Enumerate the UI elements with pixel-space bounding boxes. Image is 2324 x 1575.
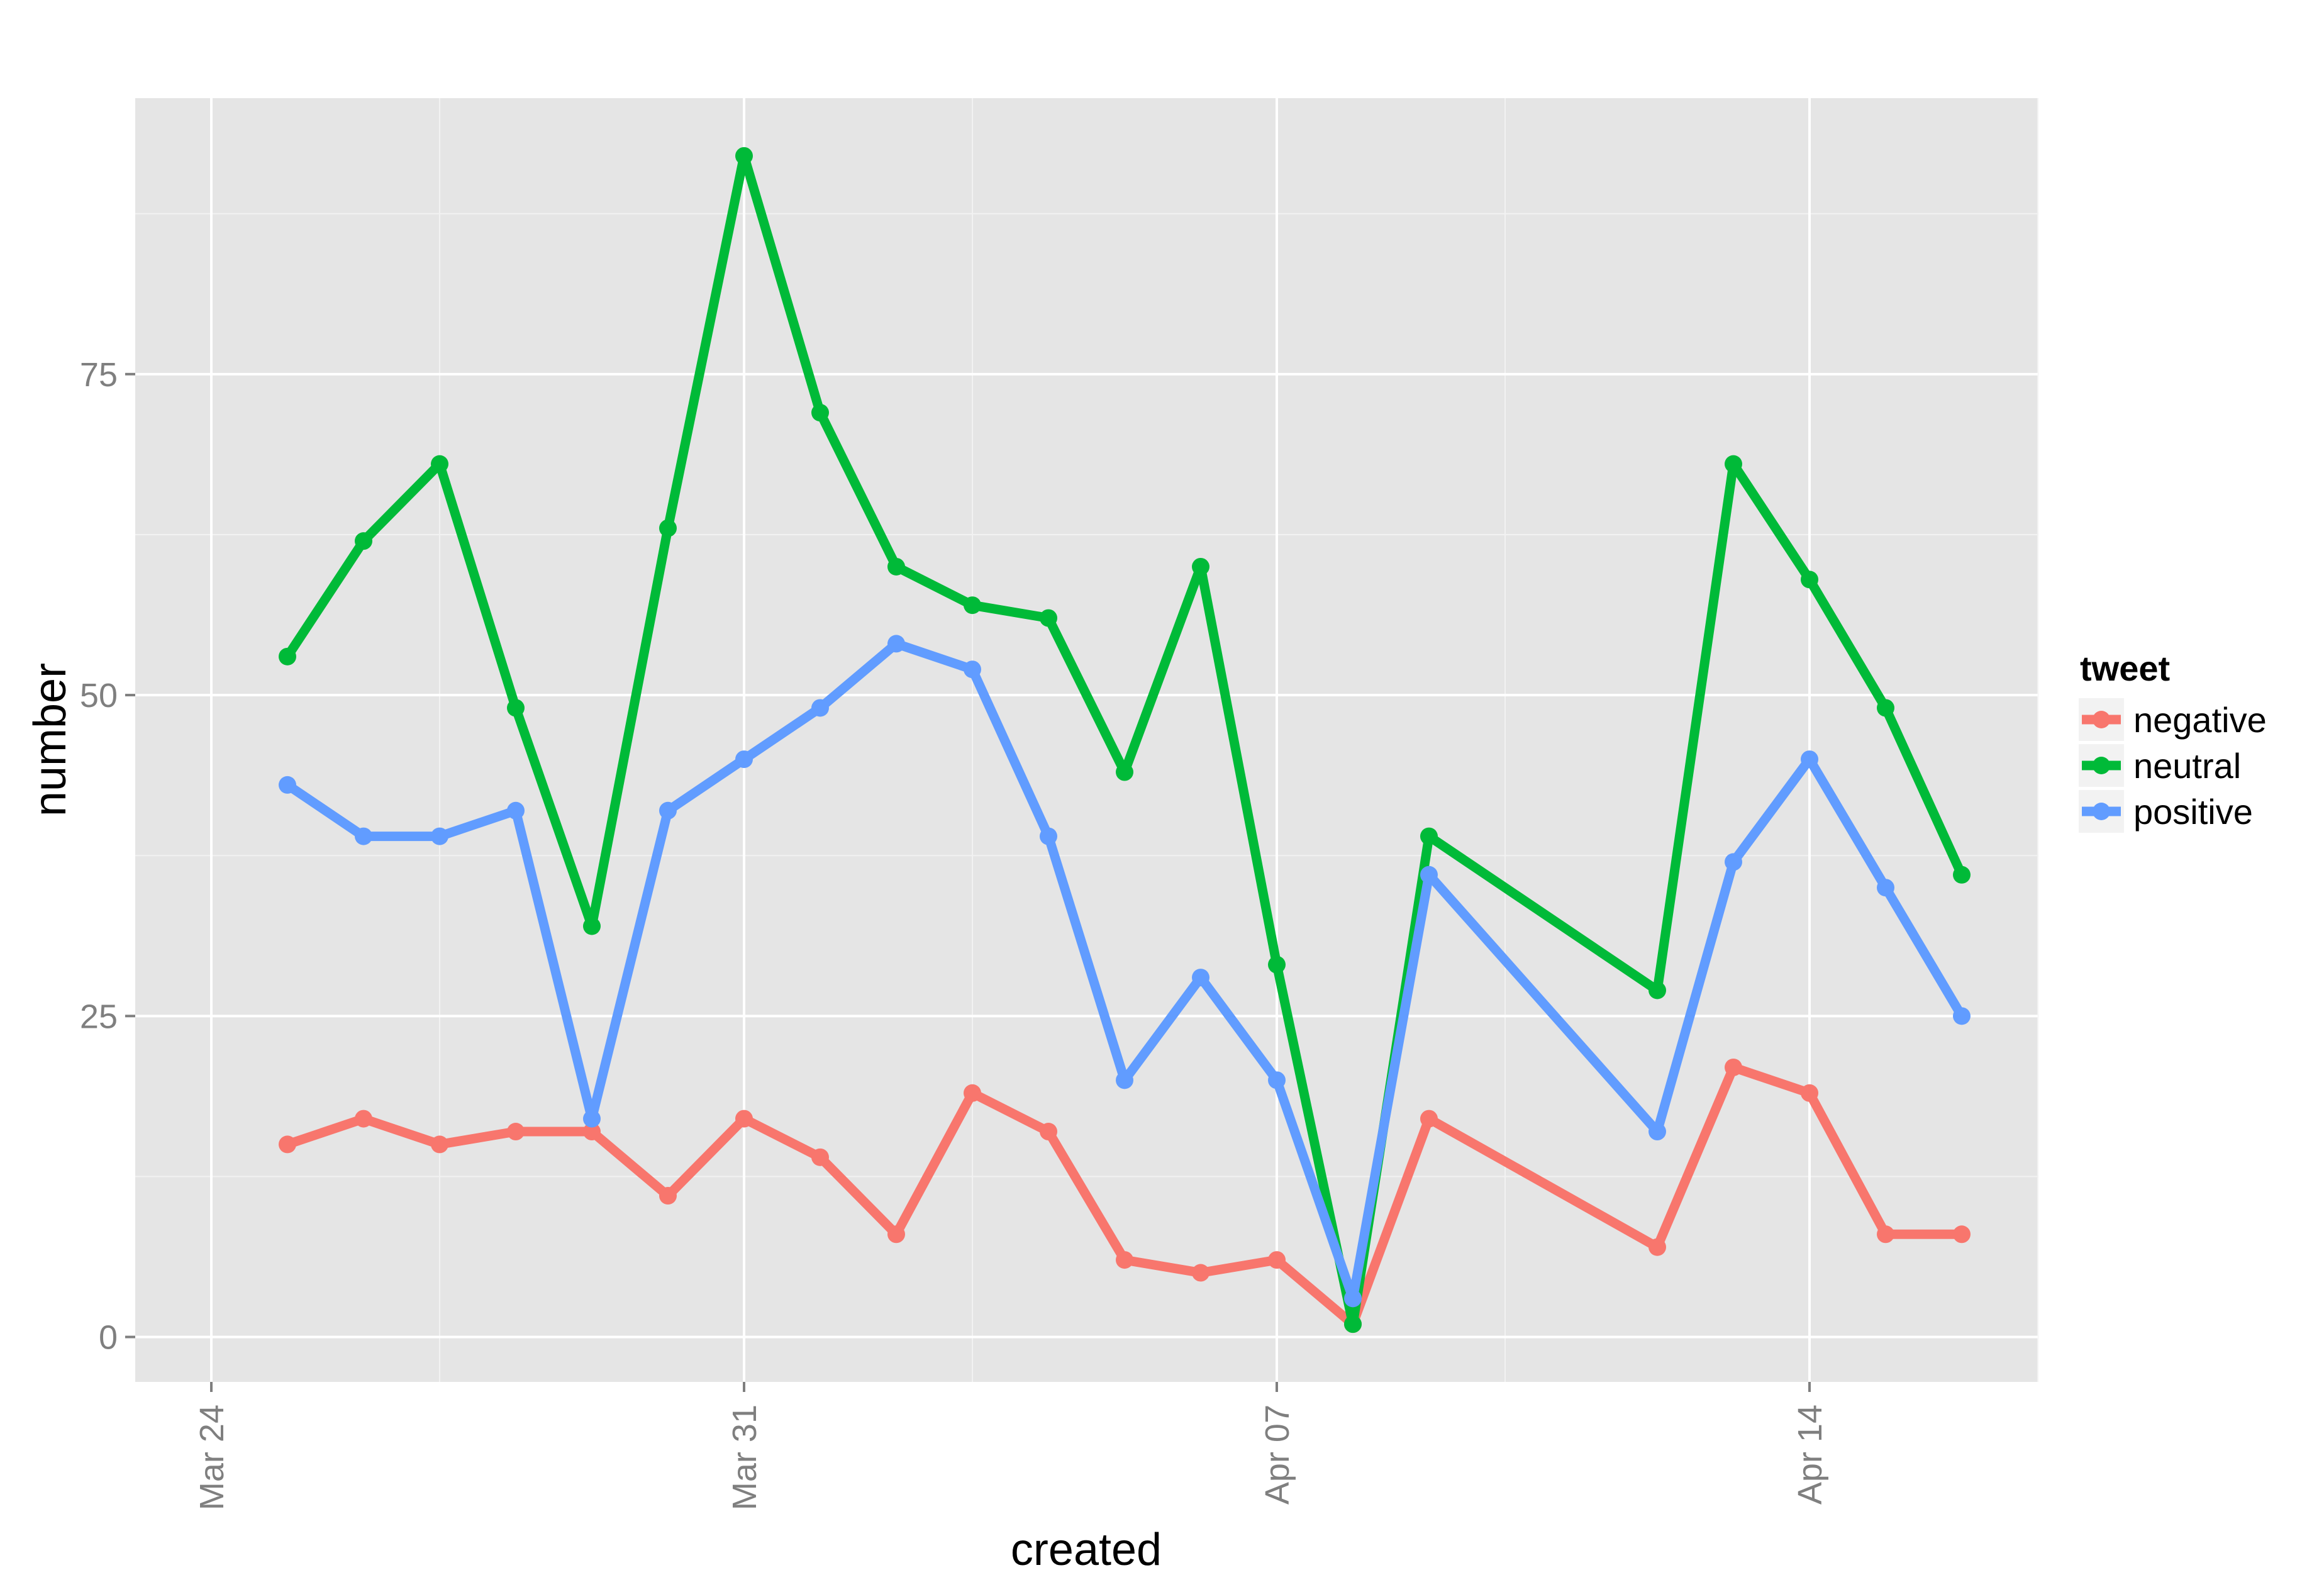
- data-point-neutral: [964, 596, 981, 615]
- data-point-neutral: [811, 404, 829, 422]
- legend-title: tweet: [2080, 648, 2170, 688]
- legend-label-positive: positive: [2133, 792, 2253, 832]
- data-point-neutral: [735, 147, 753, 165]
- legend-label-negative: negative: [2133, 700, 2267, 740]
- data-point-positive: [431, 827, 448, 845]
- data-point-positive: [1040, 827, 1057, 845]
- data-point-neutral: [507, 699, 525, 717]
- data-point-negative: [1648, 1238, 1666, 1256]
- y-axis-title: number: [25, 663, 75, 816]
- data-point-negative: [1953, 1225, 1971, 1244]
- data-point-positive: [1953, 1007, 1971, 1025]
- y-tick-label: 75: [80, 356, 118, 394]
- data-point-positive: [583, 1110, 601, 1128]
- data-point-neutral: [355, 532, 372, 550]
- data-point-neutral: [431, 455, 448, 473]
- data-point-neutral: [1192, 557, 1209, 576]
- series-neutral: [279, 147, 1971, 1333]
- data-point-negative: [1268, 1251, 1286, 1269]
- data-point-positive: [1420, 865, 1438, 884]
- legend-key-point: [2093, 757, 2110, 774]
- legend: tweet negative neutral positive: [2079, 648, 2267, 833]
- data-point-negative: [1725, 1058, 1742, 1076]
- data-point-neutral: [887, 557, 905, 576]
- data-point-positive: [1877, 879, 1894, 897]
- y-axis: 0 25 50 75: [80, 356, 135, 1357]
- data-point-neutral: [1953, 865, 1971, 884]
- data-point-neutral: [1420, 827, 1438, 845]
- data-point-positive: [1725, 853, 1742, 871]
- data-point-neutral: [659, 519, 677, 537]
- data-point-negative: [735, 1110, 753, 1128]
- y-tick-label: 0: [99, 1319, 118, 1357]
- x-tick-label: Apr 14: [1791, 1405, 1829, 1505]
- x-axis-title: created: [1011, 1525, 1162, 1575]
- y-tick-label: 25: [80, 998, 118, 1035]
- x-tick-label: Apr 07: [1259, 1405, 1296, 1505]
- data-point-neutral: [1344, 1315, 1362, 1333]
- data-point-negative: [507, 1123, 525, 1141]
- x-tick-label: Mar 31: [726, 1405, 764, 1510]
- data-point-positive: [1116, 1071, 1133, 1089]
- data-point-positive: [1192, 969, 1209, 987]
- data-point-negative: [887, 1225, 905, 1244]
- data-point-positive: [279, 776, 296, 794]
- data-point-neutral: [279, 647, 296, 665]
- data-point-positive: [1648, 1123, 1666, 1141]
- data-point-neutral: [1801, 570, 1818, 589]
- data-point-positive: [1268, 1071, 1286, 1089]
- data-point-neutral: [1268, 955, 1286, 974]
- data-point-positive: [1801, 750, 1818, 769]
- data-point-neutral: [1040, 609, 1057, 627]
- legend-key-point: [2093, 803, 2110, 820]
- data-point-negative: [659, 1187, 677, 1205]
- data-point-negative: [1040, 1123, 1057, 1141]
- data-point-negative: [1420, 1110, 1438, 1128]
- legend-label-neutral: neutral: [2133, 746, 2241, 786]
- data-point-negative: [964, 1084, 981, 1102]
- legend-item-positive: positive: [2079, 790, 2253, 833]
- legend-keys: negative neutral positive: [2079, 698, 2267, 833]
- legend-item-negative: negative: [2079, 698, 2267, 741]
- data-point-neutral: [1725, 455, 1742, 473]
- data-point-neutral: [1116, 763, 1133, 781]
- legend-key-point: [2093, 711, 2110, 728]
- data-point-positive: [964, 660, 981, 679]
- data-point-neutral: [583, 917, 601, 935]
- x-tick-label: Mar 24: [193, 1405, 231, 1510]
- data-point-neutral: [1877, 699, 1894, 717]
- data-point-negative: [811, 1148, 829, 1166]
- data-point-negative: [355, 1110, 372, 1128]
- data-point-negative: [279, 1135, 296, 1154]
- series-layer: [279, 147, 1971, 1333]
- data-point-positive: [735, 750, 753, 769]
- y-tick-label: 50: [80, 677, 118, 715]
- data-point-positive: [507, 801, 525, 820]
- x-axis: Mar 24 Mar 31 Apr 07 Apr 14: [193, 1382, 1829, 1510]
- data-point-negative: [1192, 1264, 1209, 1282]
- data-point-neutral: [1648, 981, 1666, 999]
- data-point-positive: [355, 827, 372, 845]
- data-point-positive: [811, 699, 829, 717]
- data-point-negative: [1116, 1251, 1133, 1269]
- series-negative: [279, 1058, 1971, 1333]
- plot-panel: [135, 98, 2038, 1382]
- data-point-negative: [431, 1135, 448, 1154]
- data-point-positive: [659, 801, 677, 820]
- data-point-negative: [583, 1123, 601, 1141]
- data-point-negative: [1801, 1084, 1818, 1102]
- legend-item-neutral: neutral: [2079, 744, 2241, 787]
- data-point-positive: [887, 635, 905, 653]
- series-positive: [279, 635, 1971, 1308]
- data-point-negative: [1877, 1225, 1894, 1244]
- grid-minor: [135, 98, 2038, 1382]
- data-point-positive: [1344, 1289, 1362, 1308]
